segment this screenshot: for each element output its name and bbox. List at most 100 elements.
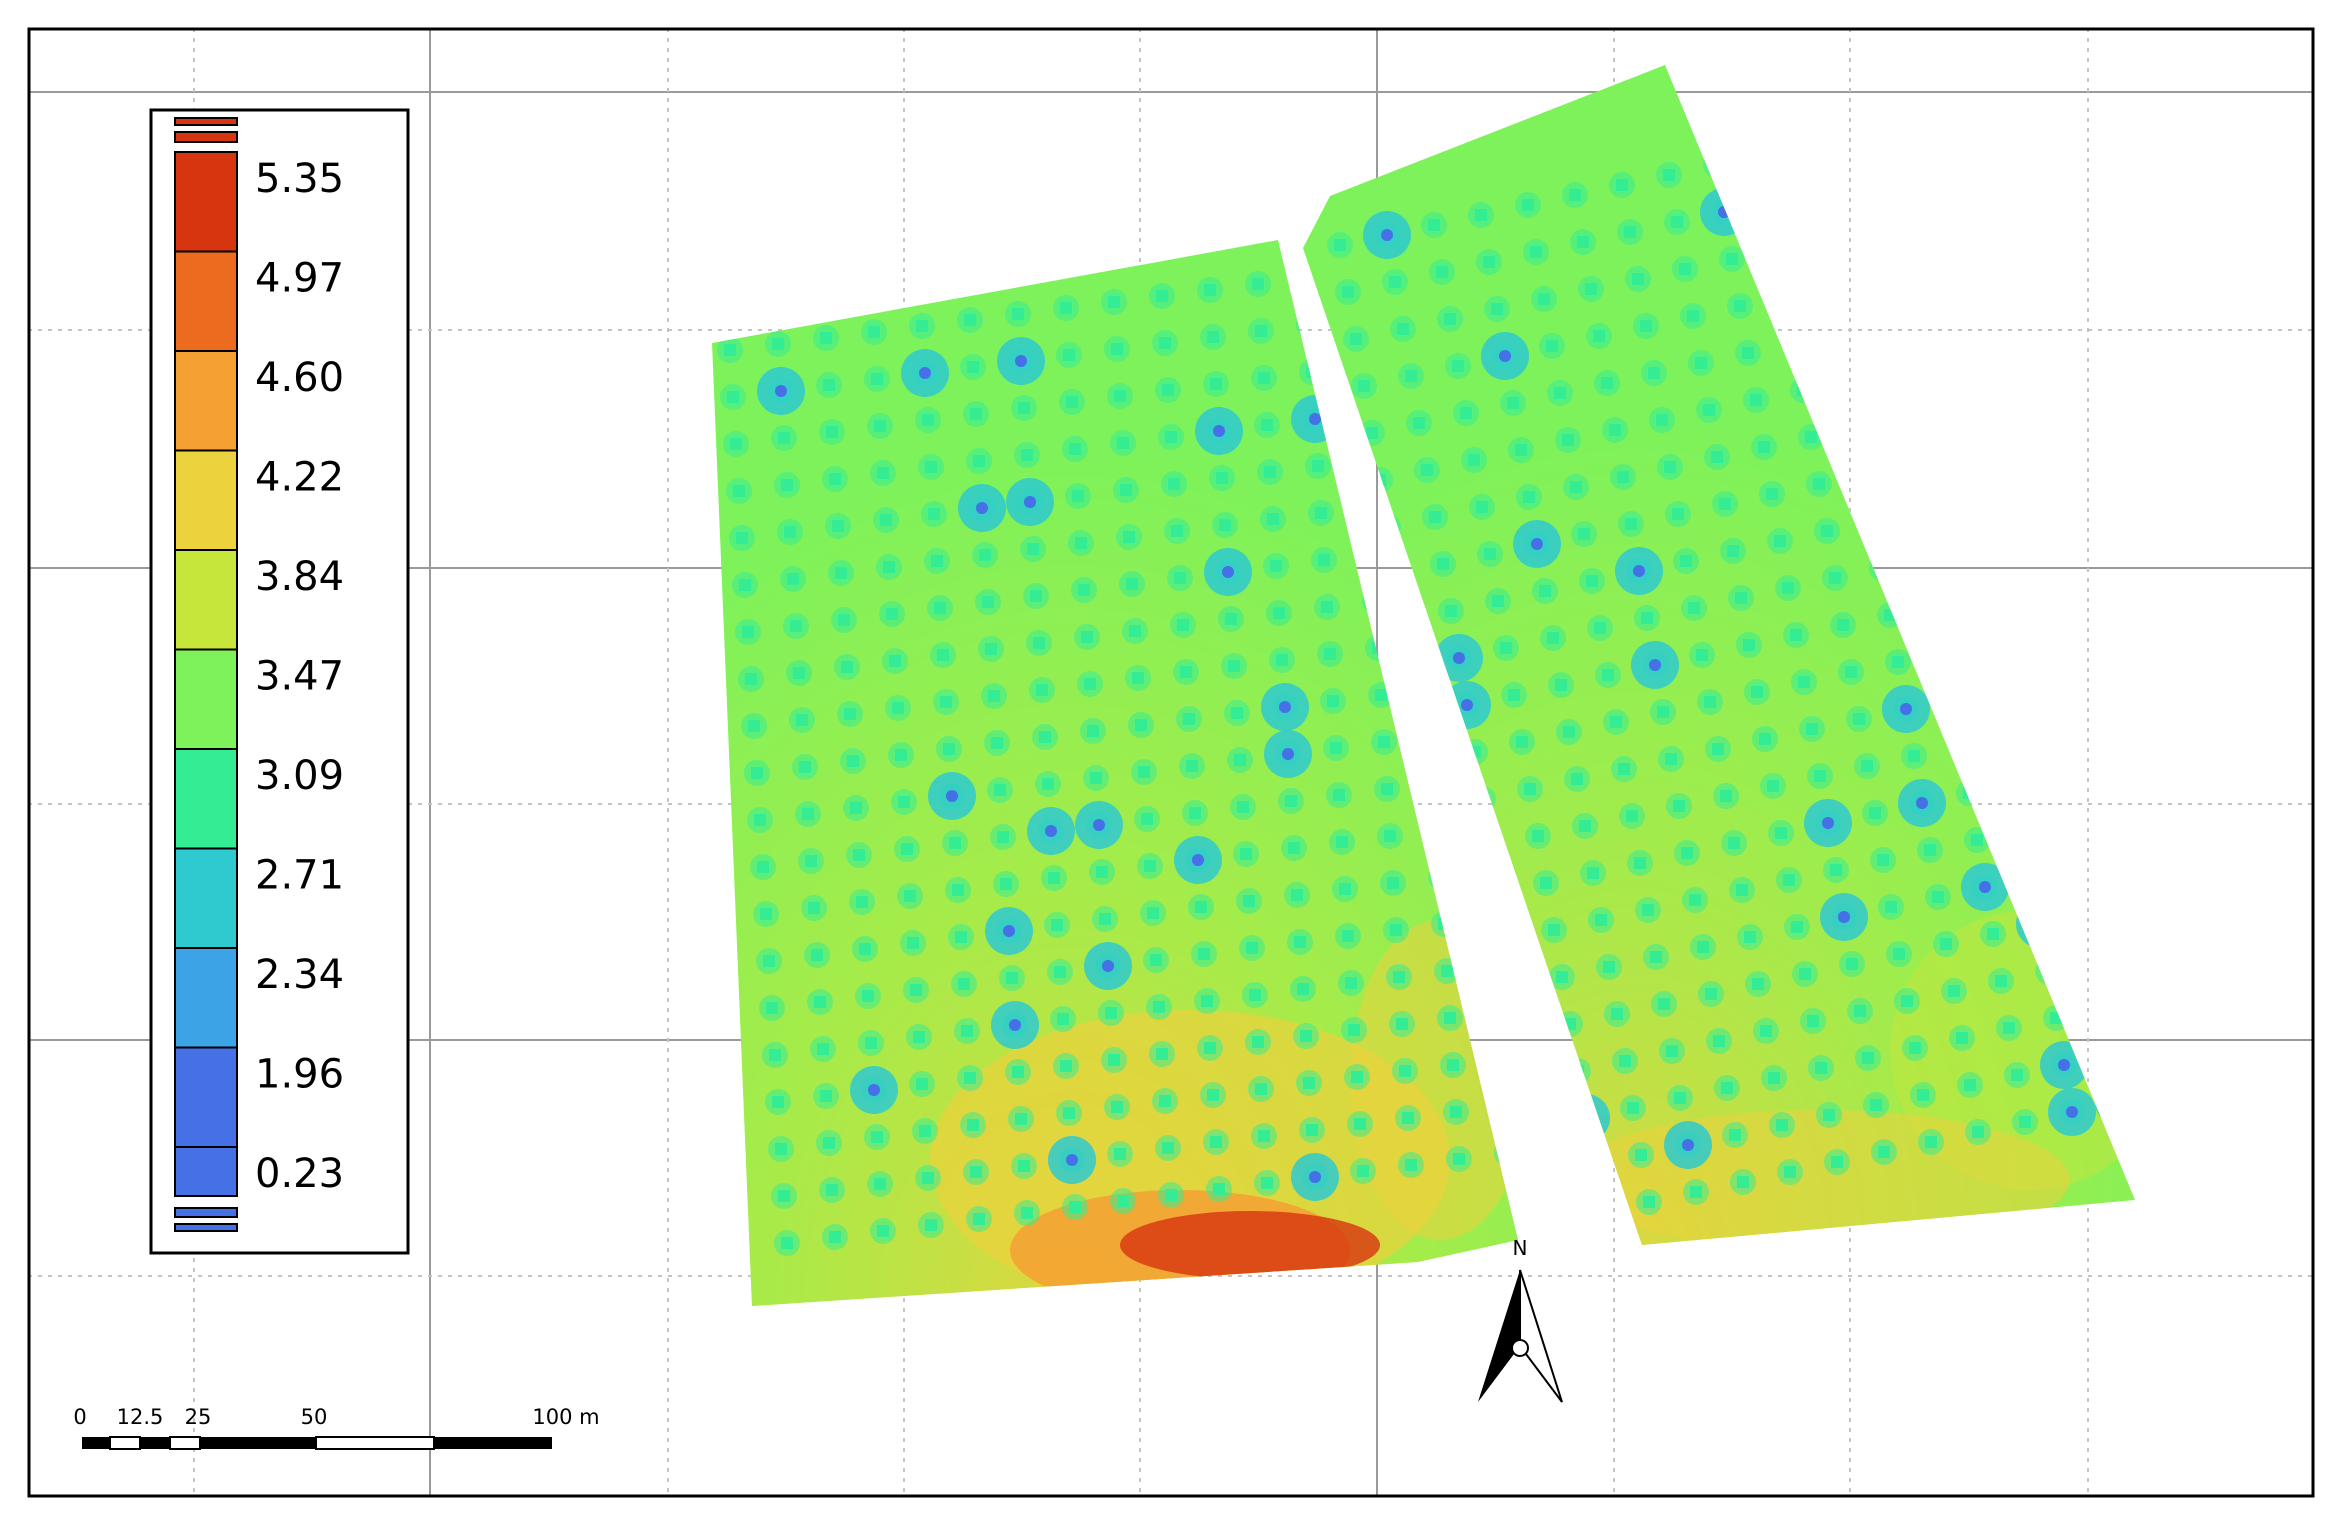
field-dot (1189, 807, 1201, 819)
field-dot (2033, 626, 2045, 638)
field-dot (1210, 1136, 1222, 1148)
field-dot-halo (2105, 797, 2131, 823)
legend-swatch (174, 648, 238, 750)
field-dot (736, 532, 748, 544)
field-dot-halo (1476, 858, 1502, 884)
field-dot (1099, 913, 1111, 925)
field-dot (1737, 1176, 1749, 1188)
field-dot (2110, 220, 2122, 232)
field-dot (784, 526, 796, 538)
field-dot (1270, 560, 1282, 572)
field-dot (1586, 575, 1598, 587)
field-low-point (1900, 703, 1912, 715)
field-dot (1572, 1065, 1584, 1077)
field-dot (1475, 209, 1487, 221)
field-dot (1485, 840, 1497, 852)
field-low-point (1009, 1019, 1021, 1031)
field-dot (1492, 595, 1504, 607)
field-dot (2127, 606, 2135, 618)
field-dot-halo (1987, 676, 2013, 702)
field-dot-halo (1375, 514, 1401, 540)
field-dot-halo (1940, 686, 1966, 712)
field-dot (1643, 1196, 1655, 1208)
field-dot (2113, 1096, 2125, 1108)
field-dot (871, 373, 883, 385)
field-low-point (946, 790, 958, 802)
field-dot (1729, 1129, 1741, 1141)
field-dot (1773, 243, 1785, 255)
field-dot (1276, 654, 1288, 666)
field-low-patch (1562, 1094, 1610, 1142)
scale-tick-25: 25 (185, 1405, 212, 1429)
legend-label: 1.96 (255, 1052, 344, 1098)
field-low-point (2190, 690, 2202, 702)
field-dot (1570, 481, 1582, 493)
field-low-point (976, 502, 988, 514)
field-dot (1679, 263, 1691, 275)
field-dot-halo (2160, 834, 2186, 860)
field-dot (2214, 831, 2226, 843)
field-dot-halo (1542, 1209, 1568, 1235)
field-dot (2143, 700, 2155, 712)
field-dot-halo (2087, 119, 2113, 145)
field-dot (1342, 286, 1354, 298)
field-dot (1069, 1201, 1081, 1213)
field-dot (1985, 344, 1997, 356)
field-dot (1641, 612, 1653, 624)
field-dot (2095, 418, 2107, 430)
field-dot-halo (1581, 1152, 1607, 1178)
field-dot (1893, 948, 1905, 960)
field-dot-halo (1391, 608, 1417, 634)
field-dot (1970, 542, 1982, 554)
field-dot (1486, 912, 1498, 924)
field-dot (1541, 1169, 1553, 1181)
field-dot (2055, 183, 2067, 195)
field-dot (1398, 615, 1410, 627)
field-dot (985, 643, 997, 655)
field-dot (1868, 515, 1880, 527)
field-dot (1198, 948, 1210, 960)
field-dot (877, 1225, 889, 1237)
field-dot (1884, 609, 1896, 621)
field-dot (1596, 1206, 1608, 1218)
field-dot (928, 508, 940, 520)
field-dot (955, 931, 967, 943)
field-dot (1267, 513, 1279, 525)
field-dot-halo (1853, 461, 1879, 487)
field-dot (2191, 982, 2203, 994)
field-dot (754, 814, 766, 826)
field-dot (2182, 643, 2194, 655)
field-dot (1885, 901, 1897, 913)
field-dot (2003, 1022, 2015, 1034)
field-dot (1695, 357, 1707, 369)
field-dot (973, 455, 985, 467)
field-dot (1000, 878, 1012, 890)
field-dot-halo (1478, 833, 1504, 859)
legend-label: 3.47 (255, 654, 344, 700)
field-dot-halo (2127, 354, 2135, 380)
field-dot (922, 1172, 934, 1184)
field-dot (1252, 1036, 1264, 1048)
field-dot (1330, 742, 1342, 754)
field-dot (1806, 723, 1818, 735)
field-dot (1153, 1001, 1165, 1013)
field-dot (991, 737, 1003, 749)
field-dot (1554, 387, 1566, 399)
field-dot (1758, 441, 1770, 453)
field-dot (1530, 246, 1542, 258)
field-dot (2018, 824, 2030, 836)
field-dot (1908, 750, 1920, 762)
field-dot-halo (2011, 817, 2037, 843)
field-dot-halo (2058, 807, 2084, 833)
field-dot (2160, 1086, 2172, 1098)
field-dot (1300, 272, 1312, 284)
field-dot (856, 896, 868, 908)
field-dot-halo (1924, 592, 1950, 618)
field-dot (769, 1049, 781, 1061)
field-dot (2048, 428, 2060, 440)
scale-tick-100m: 100 m (532, 1405, 599, 1429)
field-dot (1183, 713, 1195, 725)
field-dot (847, 755, 859, 767)
legend-label: 4.97 (255, 256, 344, 302)
field-dot (1389, 276, 1401, 288)
